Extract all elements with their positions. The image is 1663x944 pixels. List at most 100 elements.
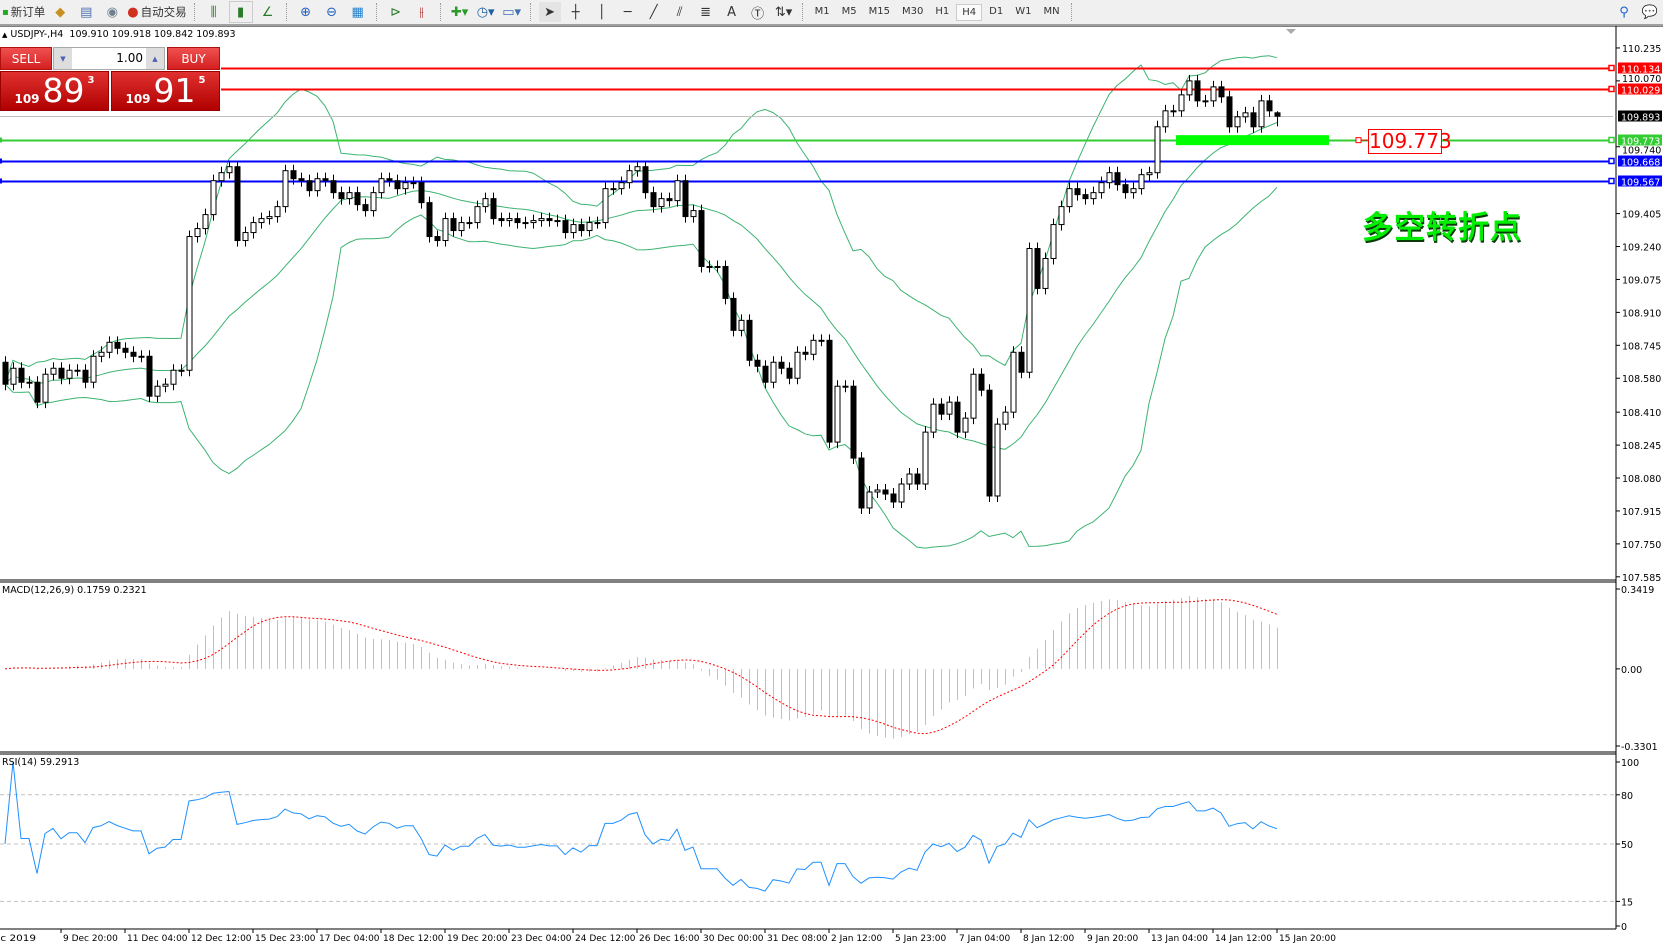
timeframe-m5[interactable]: M5 <box>841 5 857 17</box>
bearish-candle <box>754 359 761 367</box>
bullish-candle <box>866 491 873 509</box>
timeframe-h1[interactable]: H1 <box>935 5 950 17</box>
bearish-candle <box>1266 100 1273 112</box>
bullish-candle <box>602 188 609 224</box>
text-label-icon[interactable]: Ⓣ <box>751 6 765 22</box>
price-label-annotation[interactable]: 109.773 <box>1368 129 1452 154</box>
toolbar: ▪ 新订单 ◆ ▤ ◉ ● 自动交易 ⫼ ▮ ∠ ⊕ ⊖ ▦ ⊳ ⫲ ✚▾ ◷▾ ▭… <box>0 0 1663 26</box>
bullish-candle <box>794 351 801 379</box>
arrows-icon[interactable]: ⇅▾ <box>774 4 793 20</box>
indicators-icon[interactable]: ✚▾ <box>450 4 469 20</box>
turning-point-text[interactable]: 多空转折点 <box>1362 210 1522 246</box>
timeframe-m15[interactable]: M15 <box>868 5 890 17</box>
line-handle <box>1608 85 1615 93</box>
timeframe-h4[interactable]: H4 <box>956 3 983 21</box>
data-window-icon[interactable]: ▤ <box>80 4 93 20</box>
time-tick-label: 24 Dec 12:00 <box>575 934 636 944</box>
bearish-candle <box>642 166 649 194</box>
toolbar-separator <box>285 3 288 21</box>
vertical-line-icon[interactable]: │ <box>597 4 606 20</box>
crosshair-icon[interactable]: ┼ <box>571 4 580 20</box>
market-watch-icon[interactable]: ◆ <box>55 4 66 20</box>
bearish-candle <box>938 403 945 415</box>
lot-size-stepper[interactable]: ▼ 1.00 ▲ <box>53 47 165 70</box>
search-icon[interactable]: ⚲ <box>1619 4 1629 20</box>
timeframe-mn[interactable]: MN <box>1043 5 1060 17</box>
ask-main: 91 <box>153 71 196 110</box>
signals-icon[interactable]: ◉ <box>106 4 118 20</box>
bearish-candle <box>298 178 305 182</box>
line-handle <box>1608 64 1615 72</box>
timeframe-w1[interactable]: W1 <box>1015 5 1032 17</box>
bullish-candle <box>226 166 233 174</box>
timeframe-m1[interactable]: M1 <box>814 5 830 17</box>
bullish-candle <box>634 166 641 172</box>
bullish-candle <box>554 220 561 223</box>
line-handle <box>0 158 2 164</box>
lot-size-input[interactable]: 1.00 <box>72 48 146 69</box>
candlestick-icon[interactable]: ▮ <box>228 1 253 23</box>
equidistant-channel-icon[interactable]: ⫽ <box>676 4 683 20</box>
bar-chart-icon[interactable]: ⫼ <box>210 4 217 20</box>
bullish-candle <box>1098 182 1105 194</box>
bullish-candle <box>1170 110 1177 113</box>
bearish-candle <box>914 473 921 485</box>
time-tick-label: 15 Jan 20:00 <box>1279 934 1336 944</box>
bearish-candle <box>954 401 961 433</box>
cursor-icon[interactable]: ➤ <box>538 2 561 22</box>
macd-label: MACD(12,26,9) 0.1759 0.2321 <box>2 585 147 596</box>
line-chart-icon[interactable]: ∠ <box>261 4 274 20</box>
chart-collapse-icon[interactable]: ▲ <box>2 31 8 39</box>
time-tick-label: 30 Dec 00:00 <box>703 934 764 944</box>
auto-scroll-icon[interactable]: ⊳ <box>390 4 402 20</box>
toolbar-separator <box>375 3 378 21</box>
horizontal-line-icon[interactable]: ─ <box>623 4 632 20</box>
chat-icon[interactable]: 💬 <box>1641 4 1659 20</box>
chart-shift-icon[interactable]: ⫲ <box>419 4 424 20</box>
price-tick-label: 108.080 <box>1622 474 1661 485</box>
lot-decrease-icon[interactable]: ▼ <box>54 48 72 69</box>
bullish-candle <box>98 351 105 357</box>
bearish-candle <box>1194 80 1201 102</box>
zoom-in-icon[interactable]: ⊕ <box>300 4 312 20</box>
time-tick-label: 5 Jan 23:00 <box>895 934 947 944</box>
trendline-icon[interactable]: ╱ <box>649 4 658 20</box>
tile-windows-icon[interactable]: ▦ <box>351 4 364 20</box>
bullish-candle <box>162 383 169 387</box>
rsi-tick-label: 80 <box>1621 791 1633 802</box>
rsi-line <box>4 761 1278 892</box>
timeframe-d1[interactable]: D1 <box>989 5 1004 17</box>
sell-button[interactable]: SELL <box>0 47 52 70</box>
bearish-candle <box>34 381 41 403</box>
ask-price-button[interactable]: 109 91 5 <box>111 71 220 111</box>
bullish-candle <box>1042 257 1049 289</box>
timeframe-m30[interactable]: M30 <box>901 5 924 17</box>
bullish-candle <box>898 483 905 503</box>
annotation-pointer-handle <box>1355 137 1362 144</box>
price-tag-label: 109.773 <box>1621 137 1660 148</box>
bullish-candle <box>1146 172 1153 176</box>
new-order-button[interactable]: ▪ 新订单 <box>2 5 46 19</box>
buy-button[interactable]: BUY <box>167 47 220 70</box>
price-tag-label: 109.567 <box>1621 178 1660 189</box>
auto-trading-button[interactable]: ● 自动交易 <box>127 4 187 20</box>
bullish-candle <box>314 178 321 192</box>
bearish-candle <box>666 198 673 202</box>
bullish-candle <box>842 385 849 388</box>
bollinger-middle-band <box>4 122 1278 450</box>
time-tick-label: 2 Jan 12:00 <box>831 934 883 944</box>
lot-increase-icon[interactable]: ▲ <box>146 48 164 69</box>
periods-icon[interactable]: ◷▾ <box>476 4 495 20</box>
fibonacci-icon[interactable]: ≣ <box>700 4 712 20</box>
bearish-candle <box>386 178 393 182</box>
text-icon[interactable]: A <box>727 4 737 20</box>
bearish-candle <box>762 365 769 383</box>
bullish-candle <box>1058 206 1065 226</box>
bullish-candle <box>370 192 377 212</box>
zoom-out-icon[interactable]: ⊖ <box>326 4 338 20</box>
bid-price-button[interactable]: 109 89 3 <box>0 71 109 111</box>
templates-icon[interactable]: ▭▾ <box>502 4 522 20</box>
chart-title-text: USDJPY-,H4 109.910 109.918 109.842 109.8… <box>10 29 236 40</box>
bearish-candle <box>130 351 137 357</box>
